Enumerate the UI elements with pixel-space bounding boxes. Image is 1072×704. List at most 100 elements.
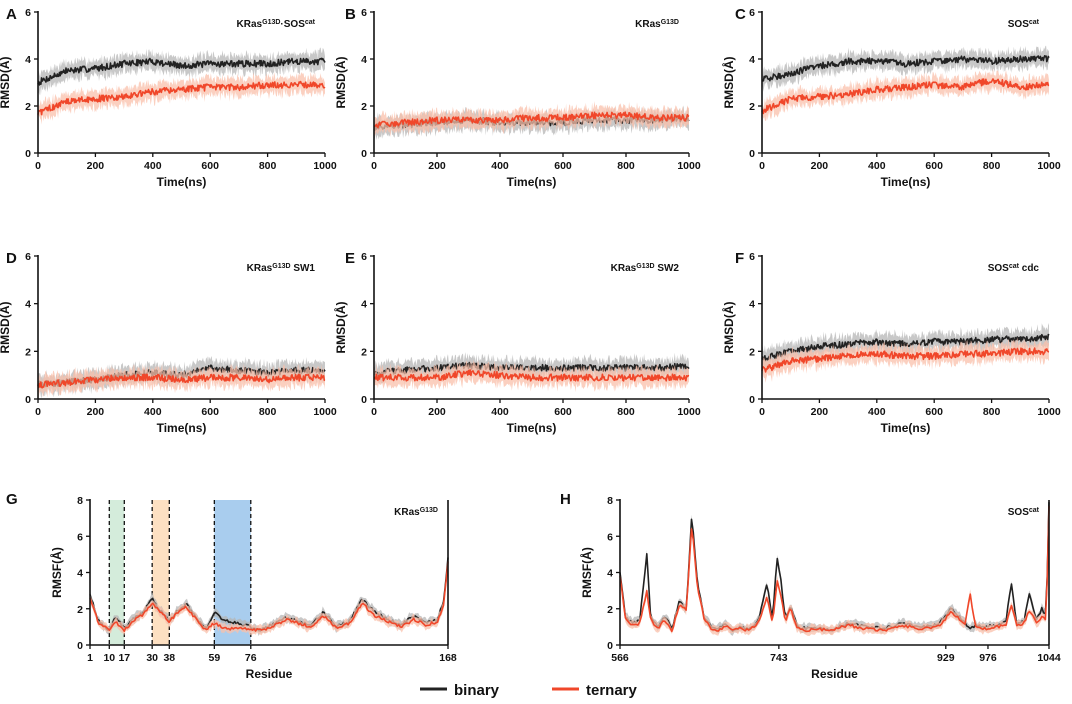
- x-tick-label: 600: [925, 160, 943, 172]
- panel-title: KRasG13D SW1: [247, 263, 316, 275]
- x-tick-label: 1044: [1037, 652, 1061, 664]
- x-tick-label: 0: [759, 406, 765, 418]
- panel-d: 0 2 4 6 0 200 400 600 800 1000 Time(ns) RMSD(Å) D KRa…: [0, 250, 337, 435]
- panel-letter: G: [6, 491, 18, 508]
- y-tick-label: 0: [749, 148, 755, 160]
- y-tick-label: 2: [361, 101, 367, 113]
- x-tick-label: 800: [259, 406, 277, 418]
- panel-title: KRasG13D·SOScat: [237, 19, 316, 31]
- x-axis-label: Time(ns): [157, 421, 207, 435]
- x-tick-label: 0: [35, 406, 41, 418]
- y-tick-label: 4: [25, 299, 31, 311]
- x-axis-label: Residue: [246, 667, 293, 681]
- x-tick-label: 743: [770, 652, 788, 664]
- x-tick-label: 600: [201, 160, 219, 172]
- y-axis-label: RMSF(Å): [579, 547, 594, 598]
- y-axis-label: RMSF(Å): [49, 547, 64, 598]
- panel-letter: H: [560, 491, 571, 508]
- binary-band: [762, 45, 1049, 92]
- x-tick-label: 200: [428, 406, 446, 418]
- x-tick-label: 800: [983, 406, 1001, 418]
- x-tick-label: 200: [811, 160, 829, 172]
- panel-title: SOScat cdc: [988, 263, 1040, 275]
- ternary-line: [761, 78, 1050, 115]
- legend-ternary-label: ternary: [586, 682, 638, 699]
- panel-a: 0 2 4 6 0 200 400 600 800 1000 Time(ns) RMSD(Å) A KRa…: [0, 6, 337, 189]
- y-tick-label: 0: [361, 394, 367, 406]
- y-tick-label: 2: [607, 604, 613, 616]
- x-tick-label: 1000: [313, 406, 337, 418]
- x-tick-label: 10: [103, 652, 115, 664]
- x-tick-label: 800: [983, 160, 1001, 172]
- y-tick-label: 2: [749, 346, 755, 358]
- panel-letter: A: [6, 6, 17, 23]
- y-axis-label: RMSD(Å): [333, 57, 348, 109]
- x-axis-label: Time(ns): [507, 421, 557, 435]
- panel-b: 0 2 4 6 0 200 400 600 800 1000 Time(ns) RMSD(Å) B KRa…: [333, 6, 701, 189]
- x-tick-label: 400: [491, 406, 509, 418]
- y-tick-label: 0: [361, 148, 367, 160]
- x-tick-label: 400: [144, 160, 162, 172]
- panel-title: KRasG13D: [394, 507, 438, 519]
- panel-e: 0 2 4 6 0 200 400 600 800 1000 Time(ns) RMSD(Å) E KRa…: [333, 250, 701, 435]
- y-tick-label: 8: [607, 495, 613, 507]
- x-tick-label: 200: [428, 160, 446, 172]
- y-axis-label: RMSD(Å): [0, 57, 12, 109]
- x-tick-label: 38: [163, 652, 175, 664]
- y-tick-label: 2: [25, 346, 31, 358]
- x-tick-label: 600: [201, 406, 219, 418]
- x-tick-label: 168: [439, 652, 457, 664]
- y-tick-label: 6: [607, 531, 613, 543]
- y-tick-label: 0: [77, 640, 83, 652]
- x-tick-label: 17: [118, 652, 130, 664]
- x-tick-label: 400: [491, 160, 509, 172]
- x-tick-label: 566: [611, 652, 629, 664]
- x-tick-label: 0: [759, 160, 765, 172]
- y-tick-label: 4: [25, 54, 31, 66]
- x-axis-label: Time(ns): [881, 175, 931, 189]
- x-tick-label: 1000: [313, 160, 337, 172]
- y-tick-label: 6: [749, 7, 755, 19]
- x-tick-label: 200: [87, 160, 105, 172]
- y-axis-label: RMSD(Å): [0, 302, 12, 354]
- y-tick-label: 2: [361, 346, 367, 358]
- binary-band: [620, 500, 1049, 636]
- x-tick-label: 30: [146, 652, 158, 664]
- panel-letter: E: [345, 250, 355, 267]
- panel-letter: B: [345, 6, 356, 23]
- ternary-band: [620, 503, 1049, 636]
- x-tick-label: 800: [617, 160, 635, 172]
- legend: binary ternary: [420, 682, 638, 699]
- x-axis-label: Time(ns): [881, 421, 931, 435]
- y-tick-label: 4: [361, 299, 367, 311]
- panel-f: 0 2 4 6 0 200 400 600 800 1000 Time(ns) RMSD(Å) F SOS…: [721, 250, 1061, 435]
- x-tick-label: 59: [208, 652, 220, 664]
- y-tick-label: 2: [77, 604, 83, 616]
- panel-g: 0 2 4 6 8 1 10 17 30 38 59 76 168 Residue RMSF(Å) G KRas…: [6, 491, 457, 681]
- y-tick-label: 6: [361, 251, 367, 263]
- ternary-band: [762, 337, 1049, 383]
- y-tick-label: 6: [749, 251, 755, 263]
- ternary-line: [761, 347, 1050, 373]
- y-tick-label: 2: [25, 101, 31, 113]
- y-axis-label: RMSD(Å): [721, 302, 736, 354]
- x-tick-label: 400: [144, 406, 162, 418]
- y-tick-label: 6: [77, 531, 83, 543]
- ternary-line: [373, 369, 690, 382]
- x-tick-label: 1000: [1037, 160, 1061, 172]
- x-tick-label: 400: [868, 160, 886, 172]
- y-axis-label: RMSD(Å): [333, 302, 348, 354]
- x-tick-label: 1000: [677, 160, 701, 172]
- x-axis-label: Time(ns): [157, 175, 207, 189]
- x-tick-label: 0: [371, 160, 377, 172]
- legend-binary-label: binary: [454, 682, 500, 699]
- x-tick-label: 200: [811, 406, 829, 418]
- panel-letter: F: [735, 250, 744, 267]
- ternary-line: [37, 80, 326, 116]
- ternary-band: [374, 359, 689, 393]
- panel-letter: D: [6, 250, 17, 267]
- y-tick-label: 6: [361, 7, 367, 19]
- x-axis-label: Time(ns): [507, 175, 557, 189]
